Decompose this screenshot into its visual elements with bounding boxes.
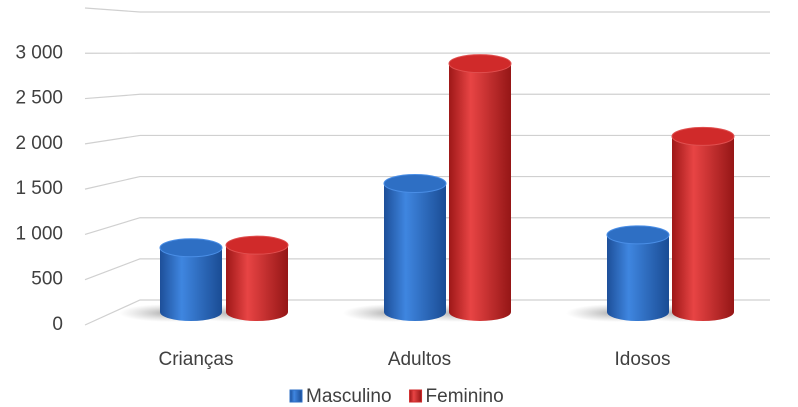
grid-line [84,134,770,145]
grid-line [84,7,770,13]
y-tick-label: 2 000 [15,133,63,154]
y-tick-label: 1 500 [15,178,63,199]
cylinder-part [606,225,670,245]
cylinder-part [449,63,511,321]
y-tick-label: 3 000 [15,42,63,63]
grid-line [84,299,770,326]
cylinder-part [671,126,735,146]
cylinder-part [383,174,447,193]
cylinder [225,235,289,321]
grid-line [84,217,770,236]
cylinder-part [159,238,223,258]
cylinder-part [225,235,289,255]
legend-swatch [289,389,303,403]
grid-line [84,93,770,100]
cylinder-part [384,183,446,321]
y-tick-label: 500 [31,269,63,290]
x-tick-label: Crianças [159,349,234,370]
cylinder-part [607,234,669,321]
cylinder-part [448,54,512,74]
cylinder-part [672,136,734,321]
cylinder [606,225,670,321]
y-tick-label: 2 500 [15,88,63,109]
x-tick-label: Adultos [388,349,451,370]
cylinder [671,126,735,321]
y-tick-label: 1 000 [15,223,63,244]
cylinder [159,238,223,321]
cylinder-part [160,247,222,321]
x-tick-label: Idosos [615,349,671,370]
cylinder [448,54,512,321]
legend-label: Feminino [426,386,504,407]
grid-line [84,175,770,190]
grid-line [84,258,770,281]
legend-swatch [409,389,423,403]
cylinder-part [226,245,288,321]
y-tick-label: 0 [52,314,63,335]
cylinder [383,174,447,321]
legend-label: Masculino [306,386,392,407]
